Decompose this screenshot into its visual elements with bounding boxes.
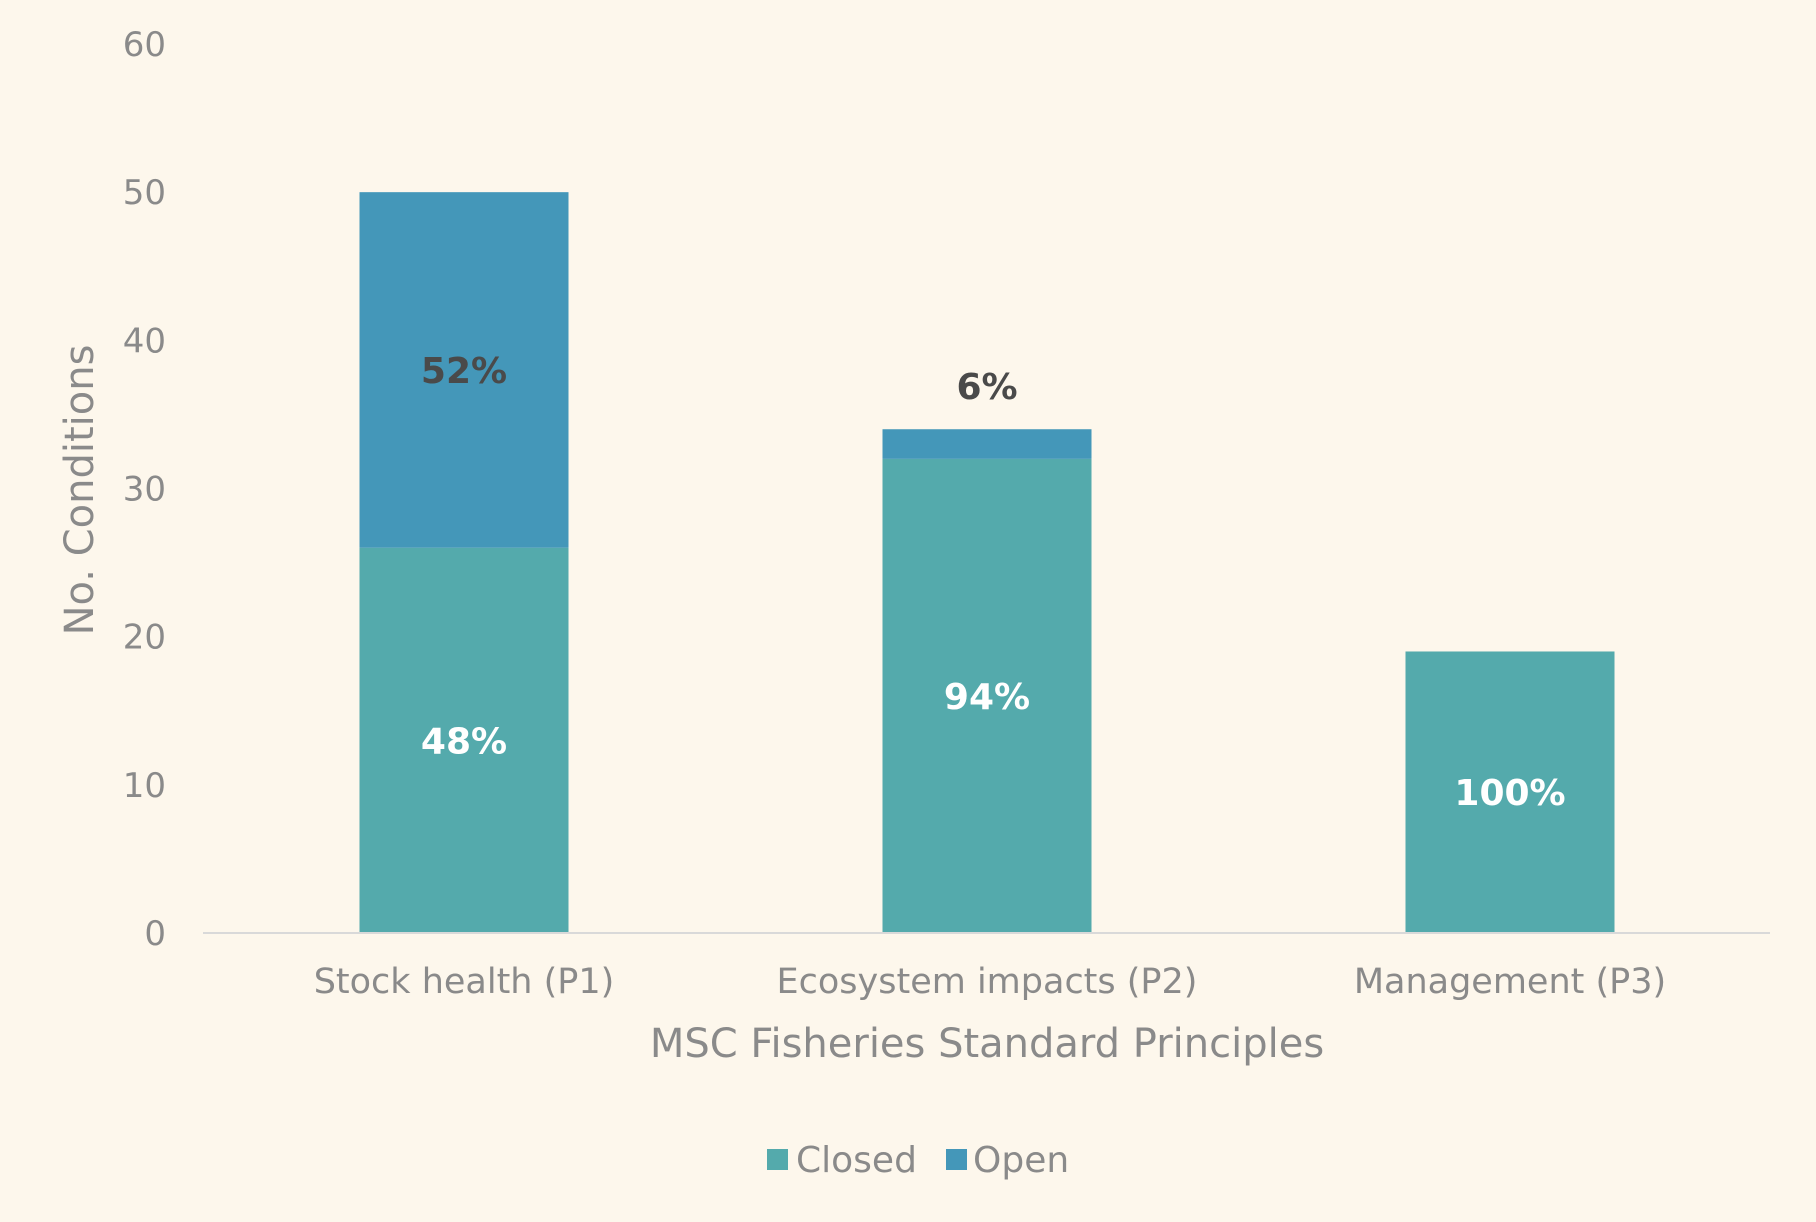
data-label-closed: 94% (944, 677, 1030, 718)
x-axis-title: MSC Fisheries Standard Principles (650, 1021, 1324, 1067)
y-tick-label: 60 (123, 25, 166, 65)
legend-swatch-open (946, 1149, 967, 1170)
bar-segment-closed (882, 458, 1092, 933)
data-label-closed: 100% (1454, 773, 1565, 814)
bar-segment-closed (1405, 651, 1615, 933)
y-tick-label: 0 (144, 914, 166, 954)
bars-group (359, 192, 1615, 933)
x-axis-categories: Stock health (P1) Ecosystem impacts (P2) M… (314, 962, 1666, 1002)
bar-segment-open (359, 192, 569, 548)
legend-label-closed: Closed (796, 1140, 917, 1181)
data-labels-group: 48% 52% 94% 6% 100% (421, 351, 1566, 814)
data-label-open: 52% (421, 351, 507, 392)
y-tick-label: 50 (123, 173, 166, 213)
y-tick-label: 20 (123, 618, 166, 658)
bar-segment-closed (359, 547, 569, 933)
y-axis-title: No. Conditions (57, 345, 103, 636)
x-category-label: Ecosystem impacts (P2) (777, 962, 1198, 1002)
y-tick-label: 30 (123, 470, 166, 510)
legend: Closed Open (767, 1140, 1069, 1181)
bar-segment-open (882, 429, 1092, 459)
legend-label-open: Open (973, 1140, 1069, 1181)
legend-swatch-closed (767, 1149, 788, 1170)
y-tick-label: 40 (123, 321, 166, 361)
x-category-label: Management (P3) (1354, 962, 1666, 1002)
y-axis-ticks: 0 10 20 30 40 50 60 (123, 25, 166, 954)
data-label-closed: 48% (421, 721, 507, 762)
data-label-open: 6% (956, 367, 1017, 408)
x-category-label: Stock health (P1) (314, 962, 615, 1002)
y-tick-label: 10 (123, 766, 166, 806)
